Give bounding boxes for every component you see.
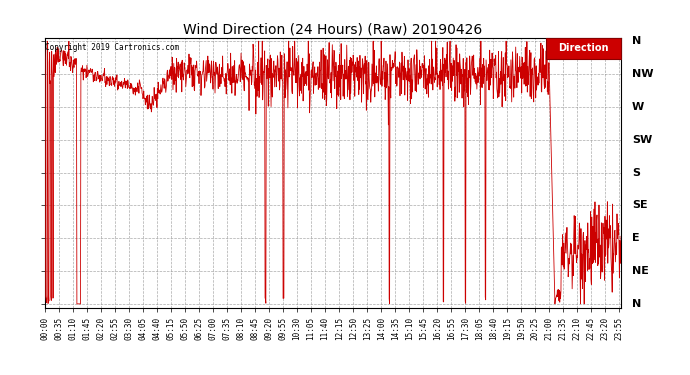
Text: W: W (632, 102, 644, 112)
Text: SW: SW (632, 135, 652, 145)
Text: Direction: Direction (558, 43, 609, 53)
Text: E: E (632, 233, 640, 243)
Bar (546, 38, 621, 59)
Text: SE: SE (632, 200, 648, 210)
Title: Wind Direction (24 Hours) (Raw) 20190426: Wind Direction (24 Hours) (Raw) 20190426 (184, 22, 482, 36)
Text: N: N (632, 36, 642, 46)
Text: Copyright 2019 Cartronics.com: Copyright 2019 Cartronics.com (46, 43, 179, 52)
Text: S: S (632, 168, 640, 177)
Text: NE: NE (632, 266, 649, 276)
Text: NW: NW (632, 69, 653, 79)
Text: N: N (632, 299, 642, 309)
